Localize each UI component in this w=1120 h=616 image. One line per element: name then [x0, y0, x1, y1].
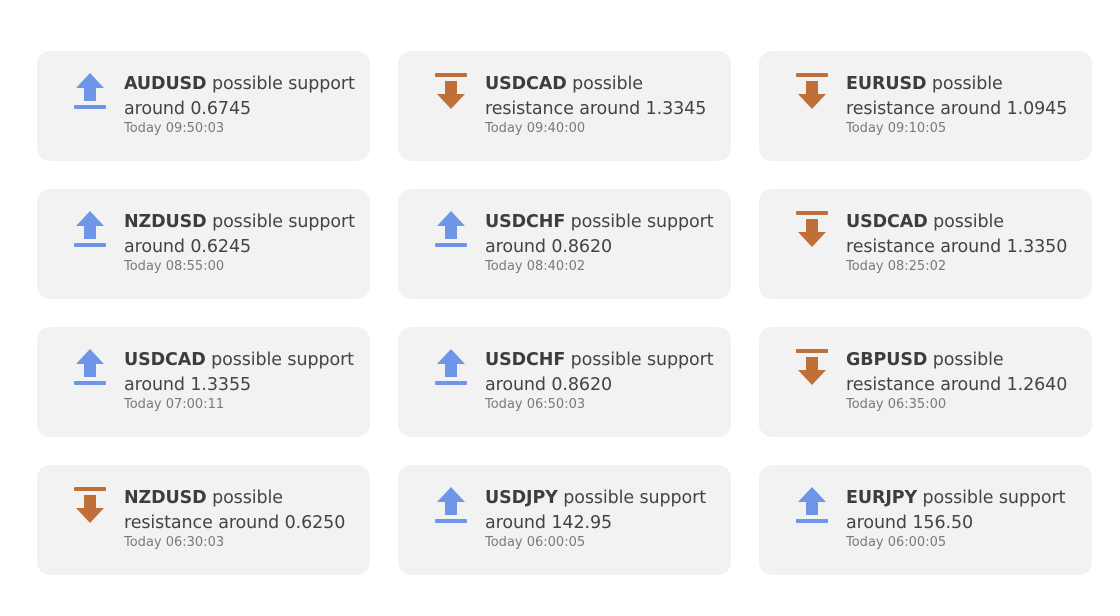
alert-description: possible support around 0.6745 [124, 74, 355, 119]
alert-message: USDCHF possible support around 0.8620 [485, 210, 725, 260]
alert-symbol: NZDUSD [124, 212, 207, 232]
arrow-down-icon [795, 72, 829, 112]
alert-timestamp: Today 06:00:05 [846, 535, 947, 550]
alert-symbol: EURJPY [846, 488, 918, 508]
alert-description: possible resistance around 1.3350 [846, 212, 1068, 257]
alert-message: USDJPY possible support around 142.95 [485, 486, 725, 536]
alert-symbol: USDCHF [485, 212, 566, 232]
alert-text: NZDUSD possible resistance around 0.6250… [124, 486, 364, 551]
alert-description: possible support around 0.8620 [485, 350, 714, 395]
alert-message: USDCAD possible resistance around 1.3350 [846, 210, 1086, 260]
alert-message: AUDUSD possible support around 0.6745 [124, 72, 364, 122]
arrow-up-icon [434, 486, 468, 526]
arrow-down-icon [434, 72, 468, 112]
alert-card[interactable]: NZDUSD possible support around 0.6245 To… [37, 189, 370, 299]
alert-card[interactable]: AUDUSD possible support around 0.6745 To… [37, 51, 370, 161]
alert-card[interactable]: USDCAD possible resistance around 1.3345… [398, 51, 731, 161]
alert-message: NZDUSD possible resistance around 0.6250 [124, 486, 364, 536]
alert-symbol: USDCAD [846, 212, 928, 232]
arrow-up-icon [795, 486, 829, 526]
arrow-up-icon [434, 348, 468, 388]
alert-description: possible resistance around 1.2640 [846, 350, 1068, 395]
alert-message: USDCAD possible resistance around 1.3345 [485, 72, 725, 122]
alert-text: NZDUSD possible support around 0.6245 To… [124, 210, 364, 275]
alert-symbol: AUDUSD [124, 74, 207, 94]
arrow-down-icon [795, 210, 829, 250]
alert-message: NZDUSD possible support around 0.6245 [124, 210, 364, 260]
arrow-up-icon [73, 72, 107, 112]
alert-description: possible resistance around 1.0945 [846, 74, 1068, 119]
alert-description: possible support around 0.8620 [485, 212, 714, 257]
alert-text: USDCAD possible resistance around 1.3345… [485, 72, 725, 137]
alert-message: GBPUSD possible resistance around 1.2640 [846, 348, 1086, 398]
alert-text: EURUSD possible resistance around 1.0945… [846, 72, 1086, 137]
alert-message: EURUSD possible resistance around 1.0945 [846, 72, 1086, 122]
alert-card[interactable]: USDCHF possible support around 0.8620 To… [398, 189, 731, 299]
alerts-grid: AUDUSD possible support around 0.6745 To… [37, 51, 1092, 575]
alert-timestamp: Today 06:50:03 [485, 397, 586, 412]
alert-timestamp: Today 08:25:02 [846, 259, 947, 274]
alert-symbol: NZDUSD [124, 488, 207, 508]
alert-symbol: USDCAD [124, 350, 206, 370]
alert-description: possible resistance around 0.6250 [124, 488, 346, 533]
alert-symbol: USDCHF [485, 350, 566, 370]
alert-message: EURJPY possible support around 156.50 [846, 486, 1086, 536]
alert-card[interactable]: GBPUSD possible resistance around 1.2640… [759, 327, 1092, 437]
alert-text: GBPUSD possible resistance around 1.2640… [846, 348, 1086, 413]
alert-message: USDCAD possible support around 1.3355 [124, 348, 364, 398]
alert-description: possible resistance around 1.3345 [485, 74, 707, 119]
alert-timestamp: Today 06:00:05 [485, 535, 586, 550]
alert-message: USDCHF possible support around 0.8620 [485, 348, 725, 398]
alert-symbol: USDJPY [485, 488, 558, 508]
alert-symbol: EURUSD [846, 74, 927, 94]
alert-timestamp: Today 07:00:11 [124, 397, 225, 412]
arrow-up-icon [73, 210, 107, 250]
alert-timestamp: Today 09:10:05 [846, 121, 947, 136]
arrow-up-icon [434, 210, 468, 250]
alert-timestamp: Today 09:40:00 [485, 121, 586, 136]
alert-text: USDCHF possible support around 0.8620 To… [485, 210, 725, 275]
alert-text: EURJPY possible support around 156.50 To… [846, 486, 1086, 551]
alert-card[interactable]: USDCHF possible support around 0.8620 To… [398, 327, 731, 437]
alert-card[interactable]: NZDUSD possible resistance around 0.6250… [37, 465, 370, 575]
alert-description: possible support around 142.95 [485, 488, 707, 533]
alert-card[interactable]: EURUSD possible resistance around 1.0945… [759, 51, 1092, 161]
arrow-down-icon [73, 486, 107, 526]
arrow-down-icon [795, 348, 829, 388]
alert-text: AUDUSD possible support around 0.6745 To… [124, 72, 364, 137]
alert-text: USDCAD possible support around 1.3355 To… [124, 348, 364, 413]
alert-card[interactable]: USDJPY possible support around 142.95 To… [398, 465, 731, 575]
alert-timestamp: Today 08:40:02 [485, 259, 586, 274]
alert-description: possible support around 156.50 [846, 488, 1066, 533]
arrow-up-icon [73, 348, 107, 388]
alert-timestamp: Today 06:30:03 [124, 535, 225, 550]
alert-text: USDJPY possible support around 142.95 To… [485, 486, 725, 551]
alert-description: possible support around 0.6245 [124, 212, 355, 257]
alert-timestamp: Today 09:50:03 [124, 121, 225, 136]
alert-card[interactable]: USDCAD possible resistance around 1.3350… [759, 189, 1092, 299]
alert-text: USDCHF possible support around 0.8620 To… [485, 348, 725, 413]
alert-description: possible support around 1.3355 [124, 350, 354, 395]
alert-symbol: USDCAD [485, 74, 567, 94]
alert-timestamp: Today 08:55:00 [124, 259, 225, 274]
alert-symbol: GBPUSD [846, 350, 928, 370]
alert-text: USDCAD possible resistance around 1.3350… [846, 210, 1086, 275]
alert-card[interactable]: EURJPY possible support around 156.50 To… [759, 465, 1092, 575]
alert-timestamp: Today 06:35:00 [846, 397, 947, 412]
alert-card[interactable]: USDCAD possible support around 1.3355 To… [37, 327, 370, 437]
